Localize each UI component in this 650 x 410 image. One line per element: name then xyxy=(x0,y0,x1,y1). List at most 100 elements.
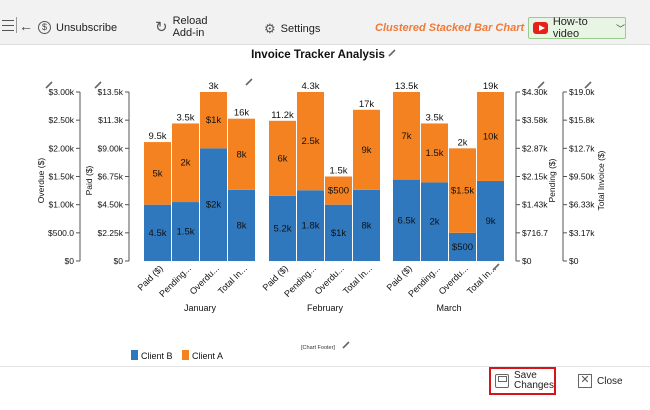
data-label-total: 3.5k xyxy=(426,112,444,123)
reload-label-line1: Reload xyxy=(172,15,208,27)
back-arrow-icon[interactable]: ← xyxy=(19,18,33,34)
edit-pencil-icon[interactable] xyxy=(492,263,500,271)
category-tick-label: Overdu... xyxy=(188,263,221,296)
toolbar: ← $ Unsubscribe ↻ Reload Add-in ⚙ Settin… xyxy=(0,0,650,45)
close-label: Close xyxy=(597,375,623,387)
data-label-total: 13.5k xyxy=(395,81,418,92)
group-label: February xyxy=(307,303,344,313)
data-label-total: 3k xyxy=(208,81,218,92)
bar-client-a[interactable] xyxy=(144,142,171,205)
bar-client-a[interactable] xyxy=(353,109,380,190)
toolbar-divider xyxy=(16,17,17,33)
reload-label-line2: Add-in xyxy=(172,27,205,39)
data-label-total: 19k xyxy=(483,81,499,92)
data-label-total: 16k xyxy=(234,108,250,119)
bar-client-a[interactable] xyxy=(325,176,352,205)
bar-client-b[interactable] xyxy=(172,202,199,261)
bar-client-b[interactable] xyxy=(325,204,352,261)
bar-client-b[interactable] xyxy=(449,232,476,261)
data-label-client-b: 1.5k xyxy=(177,227,195,238)
save-changes-button[interactable]: Save Changes xyxy=(489,367,556,395)
edit-pencil-icon[interactable] xyxy=(342,341,350,349)
data-label-total: 11.2k xyxy=(271,110,294,121)
tick-label-paid: $6.75k xyxy=(97,172,123,182)
chart-title[interactable]: Invoice Tracker Analysis xyxy=(251,49,385,61)
chart-footer[interactable]: [Chart Footer] xyxy=(301,345,335,351)
save-disk-icon xyxy=(495,374,509,388)
how-to-video-button[interactable]: How-to video ﹀ xyxy=(528,16,626,40)
legend-swatch xyxy=(131,350,138,360)
category-tick-label: Total In... xyxy=(465,263,498,296)
chart-area: Invoice Tracker Analysis $0 $500.0 $1.00k $… xyxy=(36,49,606,361)
data-label-client-a: 9k xyxy=(361,145,371,156)
settings-sliders-icon: ⚙ xyxy=(264,21,276,36)
bar-client-b[interactable] xyxy=(393,179,420,261)
chevron-down-icon[interactable]: ﹀ xyxy=(615,23,625,34)
data-label-client-a: 10k xyxy=(483,131,499,142)
tick-label-total: $15.8k xyxy=(569,115,595,125)
tick-label-pending: $716.7 xyxy=(522,228,548,238)
settings-button[interactable]: ⚙ Settings xyxy=(264,21,320,37)
data-label-total: 2k xyxy=(457,137,467,148)
data-label-client-a: 8k xyxy=(236,149,246,160)
tick-label-overdue: $3.00k xyxy=(48,87,74,97)
close-button[interactable]: ✕ Close xyxy=(578,374,623,388)
data-label-client-b: 6.5k xyxy=(398,215,416,226)
edit-pencil-icon[interactable] xyxy=(537,81,545,89)
edit-pencil-icon[interactable] xyxy=(45,81,53,89)
edit-pencil-icon[interactable] xyxy=(94,81,102,89)
unsubscribe-button[interactable]: $ Unsubscribe xyxy=(38,21,117,34)
tick-label-pending: $3.58k xyxy=(522,115,548,125)
data-label-total: 1.5k xyxy=(330,166,348,177)
bar-client-b[interactable] xyxy=(228,189,255,261)
category-tick-label: Overdu... xyxy=(437,263,470,296)
dollar-icon: $ xyxy=(38,21,51,34)
save-label-line1: Save xyxy=(513,370,537,381)
tick-label-paid: $2.25k xyxy=(97,228,123,238)
bar-client-a[interactable] xyxy=(449,148,476,233)
tick-label-pending: $0 xyxy=(522,256,532,266)
bar-client-a[interactable] xyxy=(421,123,448,183)
data-label-client-b: $2k xyxy=(206,200,222,211)
bar-client-b[interactable] xyxy=(477,180,504,261)
bar-client-a[interactable] xyxy=(228,118,255,190)
tick-label-paid: $0 xyxy=(114,256,124,266)
edit-pencil-icon[interactable] xyxy=(388,49,396,57)
unsubscribe-label: Unsubscribe xyxy=(56,21,118,34)
bar-client-a[interactable] xyxy=(477,92,504,181)
settings-label: Settings xyxy=(280,23,321,35)
data-label-total: 9.5k xyxy=(149,131,167,142)
data-label-client-b: 5.2k xyxy=(274,223,292,234)
edit-pencil-icon[interactable] xyxy=(245,78,253,86)
data-label-client-b: $500 xyxy=(452,242,473,253)
tick-label-total: $3.17k xyxy=(569,228,595,238)
menu-icon[interactable] xyxy=(2,20,14,31)
bar-client-b[interactable] xyxy=(297,190,324,261)
tick-label-overdue: $1.00k xyxy=(48,200,74,210)
tick-label-total: $0 xyxy=(569,256,579,266)
axis-title-paid: Paid ($) xyxy=(84,165,94,195)
legend-entry: Client A xyxy=(192,351,223,361)
edit-pencil-icon[interactable] xyxy=(584,81,592,89)
bar-client-a[interactable] xyxy=(393,92,420,180)
bar-client-a[interactable] xyxy=(297,92,324,191)
data-label-client-a: 1.5k xyxy=(426,148,444,159)
group-label: March xyxy=(436,303,461,313)
reload-addin-button[interactable]: ↻ Reload Add-in xyxy=(155,15,207,39)
tick-label-paid: $11.3k xyxy=(98,115,124,125)
tick-label-total: $19.0k xyxy=(569,87,595,97)
reload-icon: ↻ xyxy=(155,19,168,36)
data-label-client-b: 2k xyxy=(429,217,439,228)
bar-client-b[interactable] xyxy=(144,204,171,261)
axis-title-total: Total Invoice ($) xyxy=(596,150,606,210)
bar-client-b[interactable] xyxy=(200,148,227,261)
bar-client-b[interactable] xyxy=(269,195,296,261)
bar-client-a[interactable] xyxy=(269,120,296,196)
youtube-icon xyxy=(533,22,548,34)
bar-client-a[interactable] xyxy=(200,92,227,149)
tick-label-overdue: $0 xyxy=(65,256,75,266)
bar-client-b[interactable] xyxy=(353,189,380,261)
bar-client-b[interactable] xyxy=(421,182,448,261)
bar-client-a[interactable] xyxy=(172,123,199,203)
tick-label-total: $12.7k xyxy=(569,143,595,153)
